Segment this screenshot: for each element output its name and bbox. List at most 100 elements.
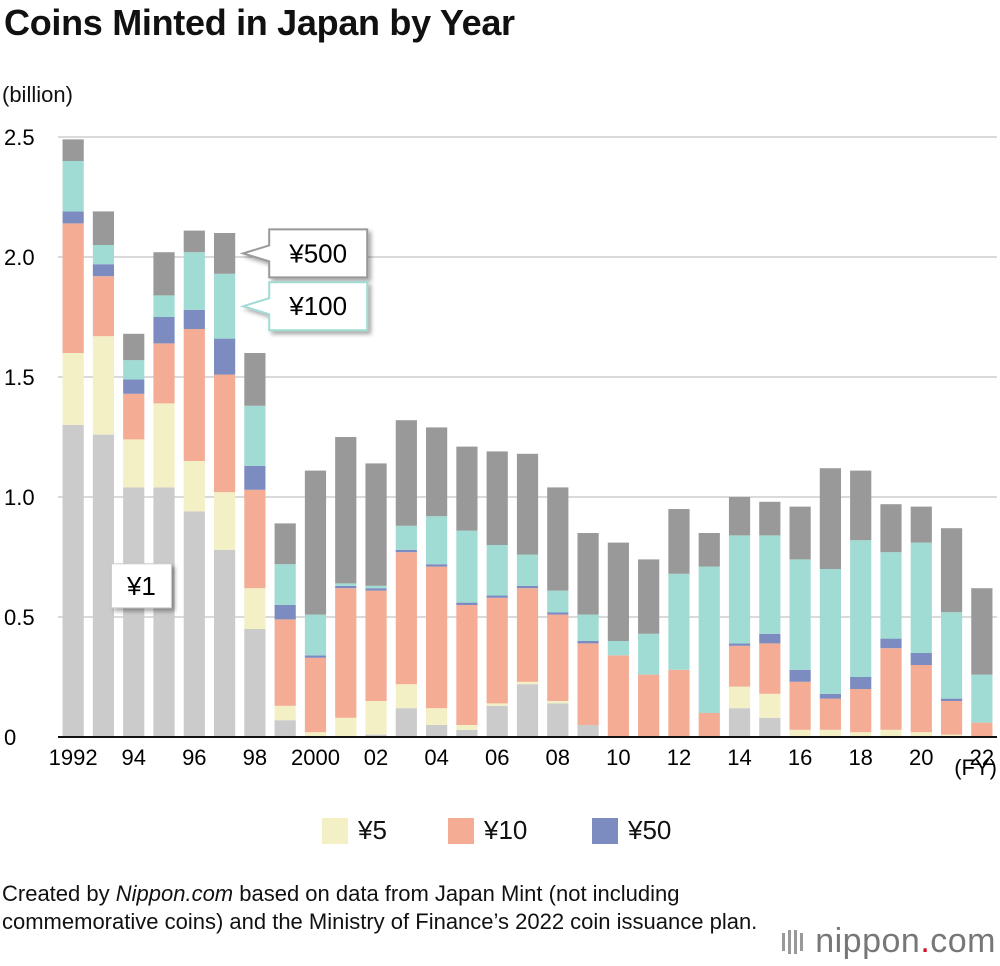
bar-y500-2017 [819,468,842,569]
bar-y5-1999 [274,705,296,721]
x-tick-label: 1992 [49,745,98,770]
bar-y100-2004 [426,516,448,565]
legend: ¥5 ¥10 ¥50 [0,815,1000,855]
bar-y10-2016 [789,681,811,730]
bar-y100-2006 [486,545,508,596]
bar-y5-2002 [365,701,387,735]
bar-y10-1999 [274,619,296,706]
x-tick-label: 04 [424,745,448,770]
x-tick-label: 96 [182,745,206,770]
logo-text-dot: . [920,922,931,960]
y-axis-ticks: 0 0.5 1.0 1.5 2.0 2.5 [4,125,35,750]
legend-label: ¥50 [628,815,672,845]
bar-y50-2006 [486,595,508,598]
bar-y50-1993 [92,264,115,277]
credit-source-name: Nippon.com [115,881,234,906]
annotation-label: ¥500 [288,238,347,268]
x-tick-label: 12 [667,745,691,770]
bar-y100-2016 [789,559,811,670]
bar-y50-1995 [153,317,175,344]
bar-y100-2013 [698,566,720,713]
x-tick-label: 20 [909,745,933,770]
x-tick-label: 2000 [291,745,340,770]
bar-y10-1996 [183,329,205,461]
bar-y1-2014 [728,708,751,737]
bar-y50-2000 [304,655,327,658]
bar-y10-2015 [759,643,781,694]
bar-y5-2005 [456,725,478,730]
bar-y1-2005 [456,729,478,737]
bar-y10-2009 [577,643,599,725]
bar-y50-2019 [880,638,902,649]
bar-y1-2009 [577,725,599,737]
y-tick-label: 1.5 [4,365,35,390]
bar-y5-2014 [728,686,751,709]
legend-label: ¥5 [358,815,387,845]
bar-y1-1992 [62,425,84,737]
bar-y50-2017 [819,693,842,699]
bar-y500-1995 [153,252,175,296]
x-tick-label: 98 [243,745,267,770]
legend-item-y10: ¥10 [448,815,527,846]
stacked-bar-chart: 00.51.01.52.02.5 1992 94 96 98 2000 02 04 06 08 1… [4,125,997,780]
bar-y50-2009 [577,641,599,644]
bar-y5-1994 [123,439,145,488]
bar-y10-2005 [456,605,478,725]
bar-y1-2008 [547,703,569,737]
bar-y10-1995 [153,343,175,404]
annotation-callout [239,281,369,332]
nippon-logo: nippon.com [779,922,996,961]
bar-y50-2008 [547,612,569,615]
bar-y500-2018 [850,470,872,541]
bar-y100-2021 [940,612,963,699]
bar-y10-2000 [304,657,327,733]
bar-y500-2015 [759,501,781,536]
bar-y50-2007 [516,585,539,589]
bar-y500-2020 [910,506,932,543]
bar-y100-2000 [304,614,327,656]
source-credit: Created by Nippon.com based on data from… [2,880,782,936]
bar-y50-1992 [62,211,84,224]
bar-y500-2002 [365,463,387,586]
bar-y500-2012 [668,509,690,574]
annotation-callout [239,228,369,279]
bar-y10-2019 [880,648,902,730]
bar-y500-2003 [395,420,417,526]
bar-y500-1997 [213,233,236,274]
bar-y10-2001 [335,588,357,718]
bar-y100-2010 [607,641,629,656]
annotation-label: ¥100 [288,291,347,321]
bar-y500-2022 [971,588,993,675]
chart-title: Coins Minted in Japan by Year [4,2,515,43]
bar-y500-2014 [728,497,751,536]
bar-y100-1994 [123,360,145,380]
bar-y500-2008 [547,487,569,591]
bar-y5-2015 [759,693,781,718]
bar-y100-2022 [971,674,993,723]
bar-y5-1997 [213,492,236,550]
bar-y10-2004 [426,566,448,709]
bar-y100-2020 [910,542,932,653]
bar-y10-1998 [244,489,266,589]
bar-y5-2008 [547,701,569,704]
bar-y500-2011 [638,559,660,634]
bar-y10-2007 [516,588,539,682]
x-tick-label: 16 [788,745,812,770]
bar-y10-2013 [698,713,720,737]
bar-y5-2021 [940,734,963,737]
bar-y10-1992 [62,223,84,353]
bar-y500-2021 [940,528,963,613]
bar-y1-2007 [516,684,539,737]
bar-y100-1992 [62,161,84,212]
bar-y10-2010 [607,655,629,737]
bar-y500-2009 [577,533,599,615]
bar-y500-2019 [880,504,902,553]
bar-y1-1996 [183,511,205,737]
bar-y100-1996 [183,252,205,310]
bar-y10-1993 [92,276,115,337]
bar-y5-2003 [395,684,417,709]
bar-y5-2004 [426,708,448,725]
y-tick-label: 1.0 [4,485,35,510]
bar-y10-2017 [819,698,842,730]
legend-swatch [592,817,618,844]
